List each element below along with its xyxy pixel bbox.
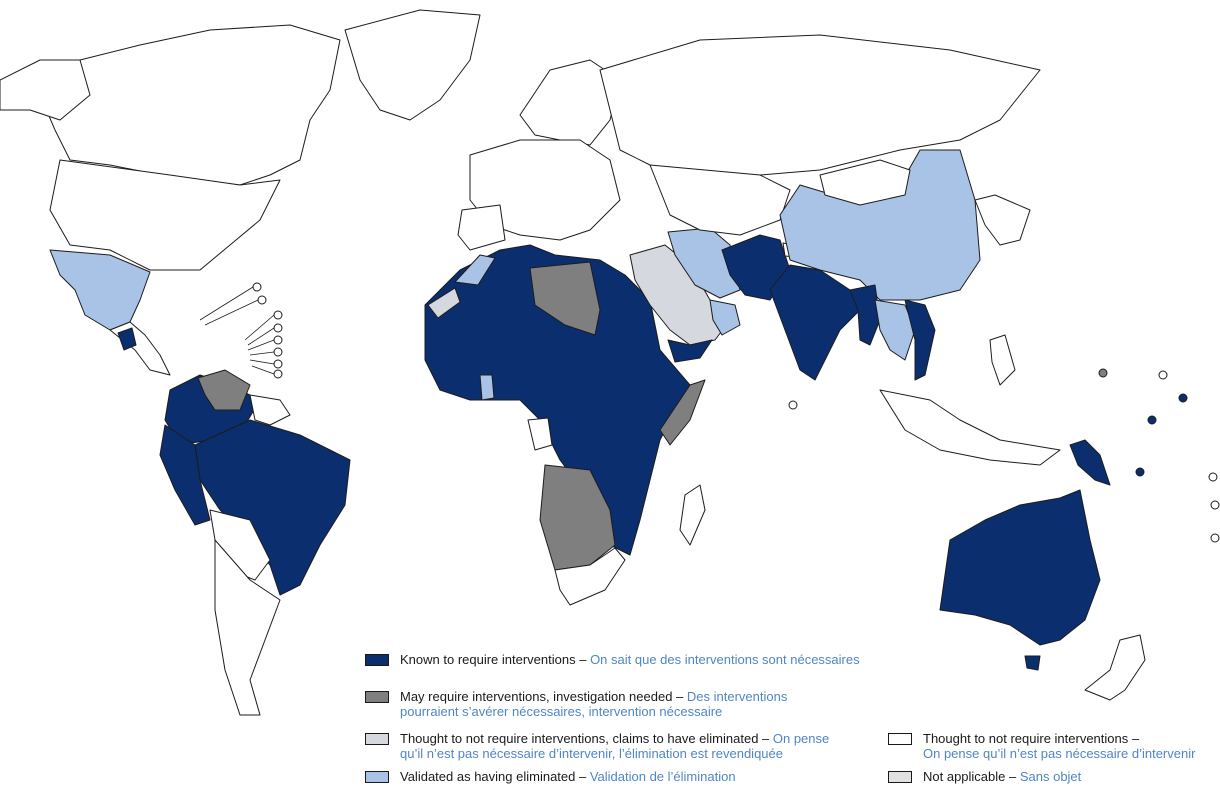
legend-label-not-applicable-en: Not applicable –: [923, 769, 1020, 784]
region-alaska: [0, 59, 91, 121]
region-western-sahara: [427, 287, 461, 319]
legend-label-may-fr1: Des interventions: [686, 689, 788, 704]
region-myanmar: [849, 284, 881, 346]
legend-label-not-required-en: Thought to not require interventions –: [923, 731, 1140, 746]
region-greenland: [344, 9, 481, 121]
circle-marker-icon: [273, 310, 283, 320]
legend-swatch-not-applicable: [888, 771, 912, 783]
region-australia: [939, 489, 1101, 646]
legend-label-validated-fr: Validation de l’élimination: [589, 769, 736, 784]
region-libya: [529, 261, 601, 336]
legend-swatch-may: [365, 691, 389, 703]
island-markers: [252, 282, 1220, 543]
region-philippines: [989, 334, 1016, 386]
region-oman-uae: [709, 299, 741, 336]
legend-label-may-fr2: pourraient s’avérer nécessaires, interve…: [400, 704, 723, 719]
circle-marker-icon: [1210, 533, 1220, 543]
region-central-america: [109, 321, 171, 376]
region-korea-japan: [974, 194, 1031, 246]
leader-line-icon: [199, 286, 275, 375]
region-brazil: [194, 419, 351, 596]
region-canada: [39, 24, 341, 186]
region-morocco: [454, 254, 496, 286]
region-madagascar: [679, 484, 706, 546]
region-south-africa: [554, 547, 626, 606]
circle-marker-icon: [1178, 393, 1188, 403]
region-central-asia: [649, 164, 791, 236]
legend-swatch-known: [365, 654, 389, 666]
circle-marker-icon: [788, 400, 798, 410]
legend-label-not-required-fr: On pense qu’il n’est pas nécessaire d’in…: [923, 746, 1196, 761]
circle-marker-icon: [1098, 368, 1108, 378]
region-southern-cone: [214, 539, 281, 716]
region-india: [769, 264, 861, 381]
region-guyanas: [249, 394, 291, 426]
circle-marker-icon: [1135, 467, 1145, 477]
region-vietnam: [904, 299, 936, 381]
legend-label-claims-fr1: On pense: [772, 731, 830, 746]
region-indonesia: [879, 389, 1061, 466]
region-scandinavia: [519, 59, 621, 146]
region-tasmania: [1024, 655, 1041, 671]
region-ghana-togo: [479, 374, 495, 401]
region-angola-namibia-botswana: [539, 464, 616, 571]
region-gabon-congo: [527, 417, 553, 451]
legend-swatch-claims: [365, 733, 389, 745]
region-venezuela: [197, 369, 251, 411]
circle-marker-icon: [252, 282, 262, 292]
region-papua-new-guinea: [1069, 439, 1111, 486]
legend-label-may-en: May require interventions, investigation…: [400, 689, 687, 704]
legend-label-validated-en: Validated as having eliminated –: [400, 769, 590, 784]
legend-swatch-not-required: [888, 733, 912, 745]
legend-label-not-applicable-fr: Sans objet: [1019, 769, 1082, 784]
circle-marker-icon: [273, 359, 283, 369]
circle-marker-icon: [1147, 415, 1157, 425]
circle-marker-icon: [273, 323, 283, 333]
circle-marker-icon: [1210, 500, 1220, 510]
circle-marker-icon: [257, 295, 267, 305]
region-peru-ecuador: [159, 424, 211, 526]
region-somalia: [659, 379, 706, 446]
circle-marker-icon: [273, 335, 283, 345]
region-thailand-cambodia: [874, 299, 916, 361]
region-new-zealand: [1084, 634, 1146, 701]
region-iberia: [457, 204, 506, 251]
region-russia: [599, 34, 1041, 176]
legend-label-known-fr: On sait que des interventions sont néces…: [590, 652, 860, 667]
legend-label-known-en: Known to require interventions –: [400, 652, 591, 667]
region-guatemala: [117, 327, 137, 351]
region-yemen: [667, 339, 713, 363]
legend-swatch-validated: [365, 771, 389, 783]
circle-marker-icon: [1208, 472, 1218, 482]
circle-marker-icon: [273, 369, 283, 379]
region-africa-known: [424, 244, 691, 556]
circle-marker-icon: [273, 347, 283, 357]
circle-marker-icon: [1158, 370, 1168, 380]
legend-label-claims-fr2: qu’il n’est pas nécessaire d’intervenir,…: [400, 746, 783, 761]
region-mongolia: [819, 159, 911, 206]
region-usa: [49, 159, 281, 271]
legend-label-claims-en: Thought to not require interventions, cl…: [400, 731, 773, 746]
